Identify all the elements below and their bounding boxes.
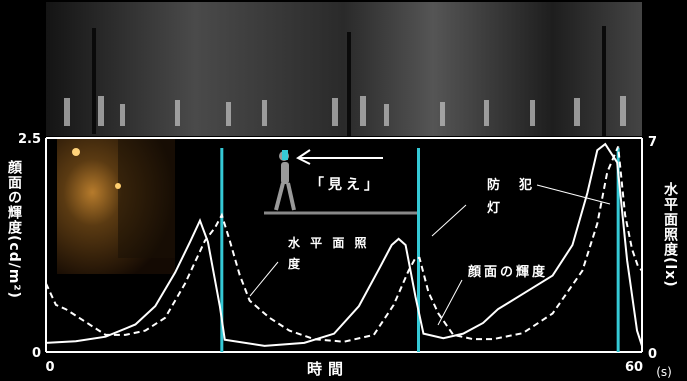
horizontal-illum-label-1: 水 平 面 照 <box>288 235 370 250</box>
right-axis-label: 水平面照度(lx) <box>662 182 678 288</box>
series-horizontal-illuminance <box>45 142 643 347</box>
pointer-streetlight-right <box>536 184 611 205</box>
x-tick-start: 0 <box>45 360 54 375</box>
horizontal-illum-label-2: 度 <box>288 256 301 271</box>
right-tick-min: 0 <box>648 347 657 362</box>
arrow-head <box>296 149 311 165</box>
left-tick-max: 2.5 <box>18 132 41 147</box>
right-tick-max: 7 <box>648 135 657 150</box>
face-luminance-label: 顔面の輝度 <box>467 264 548 280</box>
mieru-label: 「見え」 <box>310 176 382 193</box>
pointer-horizontal-illum <box>249 261 279 297</box>
x-tick-end: 60 <box>625 360 643 375</box>
walker-figure-icon <box>274 150 296 211</box>
streetlight-label-1: 防 犯 <box>487 177 535 193</box>
filmstrip-image <box>46 2 642 136</box>
pointer-streetlight <box>431 204 467 237</box>
street-photo-inset <box>57 138 175 274</box>
left-tick-min: 0 <box>32 346 41 361</box>
pointer-face-luminance <box>437 279 463 326</box>
x-axis-unit: (s) <box>656 365 672 379</box>
streetlight-label-2: 灯 <box>487 200 500 216</box>
x-axis-label: 時間 <box>307 360 349 378</box>
left-axis-label: 顔面の輝度(cd/m²) <box>6 160 22 299</box>
